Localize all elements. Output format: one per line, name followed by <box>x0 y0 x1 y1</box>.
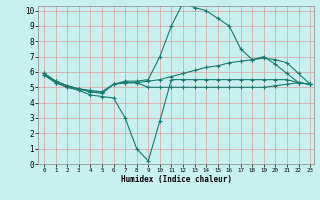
X-axis label: Humidex (Indice chaleur): Humidex (Indice chaleur) <box>121 175 231 184</box>
